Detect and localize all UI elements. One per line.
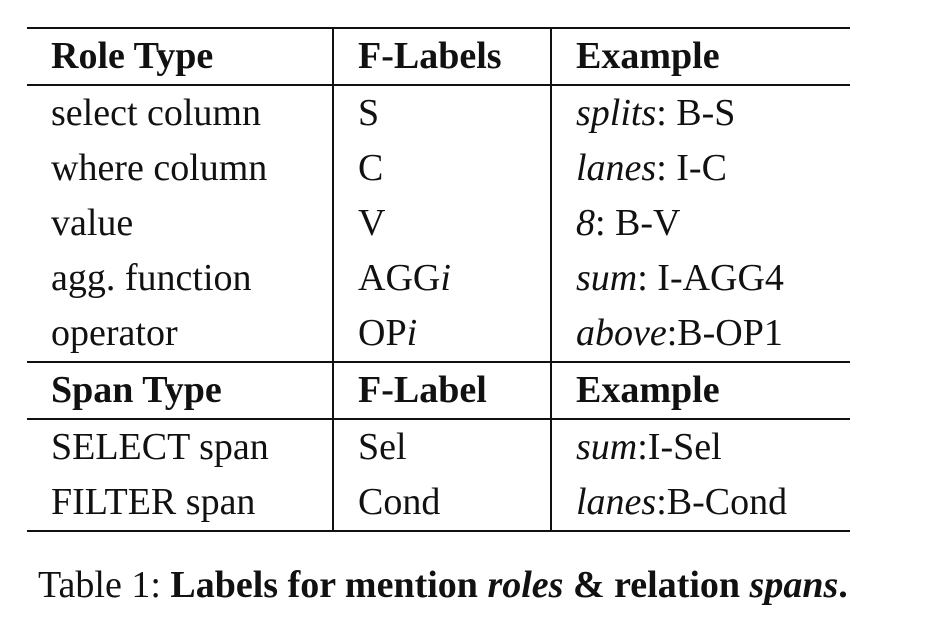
caption-bold-1: Labels for mention bbox=[170, 564, 488, 606]
caption-bold-2: & relation bbox=[563, 564, 750, 606]
table-row: SELECT span Sel sum:I-Sel bbox=[27, 419, 850, 475]
f-label-cell: Sel bbox=[332, 419, 551, 475]
f-label-cell: Cond bbox=[332, 475, 551, 532]
table-row: select column S splits: B-S bbox=[27, 85, 850, 141]
example-header: Example bbox=[550, 27, 850, 86]
role-type-cell: where column bbox=[51, 147, 268, 189]
f-label-header: F-Label bbox=[332, 362, 551, 420]
f-label-cell: C bbox=[332, 141, 551, 196]
f-label-cell: AGGi bbox=[332, 251, 551, 306]
f-labels-header: F-Labels bbox=[332, 27, 551, 86]
example-cell: splits: B-S bbox=[550, 85, 850, 141]
example-cell: sum:I-Sel bbox=[550, 419, 850, 475]
labels-table-container: Role Type F-Labels Example select column… bbox=[27, 27, 850, 532]
caption-italic-1: roles bbox=[487, 564, 564, 606]
span-type-cell: SELECT span bbox=[51, 426, 269, 468]
table-row: where column C lanes: I-C bbox=[27, 141, 850, 196]
table-row: value V 8: B-V bbox=[27, 196, 850, 251]
labels-table: Role Type F-Labels Example select column… bbox=[27, 27, 850, 532]
example-cell: lanes:B-Cond bbox=[550, 475, 850, 532]
span-type-cell: FILTER span bbox=[27, 475, 333, 532]
example-cell: sum: I-AGG4 bbox=[550, 251, 850, 306]
table-row: operator OPi above:B-OP1 bbox=[27, 306, 850, 363]
caption-bold-3: . bbox=[838, 564, 848, 606]
span-header-row: Span Type F-Label Example bbox=[27, 362, 850, 420]
caption-italic-2: spans bbox=[749, 564, 839, 606]
role-type-cell: agg. function bbox=[51, 257, 252, 299]
f-label-cell: S bbox=[332, 85, 551, 141]
span-type-header: Span Type bbox=[27, 362, 333, 420]
role-type-header: Role Type bbox=[27, 27, 333, 86]
role-header-row: Role Type F-Labels Example bbox=[27, 27, 850, 86]
example-cell: 8: B-V bbox=[550, 196, 850, 251]
role-type-cell: value bbox=[51, 202, 134, 244]
table-row: FILTER span Cond lanes:B-Cond bbox=[27, 475, 850, 532]
example-cell: lanes: I-C bbox=[550, 141, 850, 196]
table-row: agg. function AGGi sum: I-AGG4 bbox=[27, 251, 850, 306]
role-type-cell: operator bbox=[27, 306, 333, 363]
role-type-cell: select column bbox=[51, 92, 261, 134]
f-label-cell: OPi bbox=[332, 306, 551, 363]
example-cell: above:B-OP1 bbox=[550, 306, 850, 363]
span-example-header: Example bbox=[550, 362, 850, 420]
f-label-cell: V bbox=[332, 196, 551, 251]
table-caption: Table 1: Labels for mention roles & rela… bbox=[38, 560, 848, 610]
caption-prefix: Table 1: bbox=[38, 564, 171, 606]
